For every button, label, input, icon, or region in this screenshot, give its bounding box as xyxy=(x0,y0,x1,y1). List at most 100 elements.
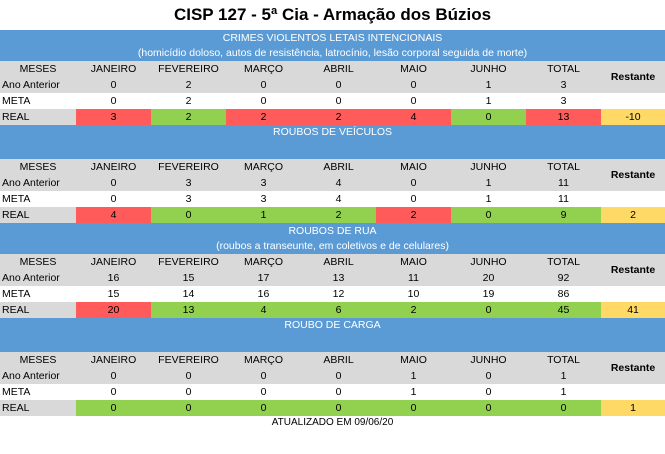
meta-value: 0 xyxy=(376,93,451,109)
section-subheading: (roubos a transeunte, em coletivos e de … xyxy=(0,238,665,254)
real-value: 2 xyxy=(376,302,451,318)
month-header: MAIO xyxy=(376,254,451,270)
meta-value: 10 xyxy=(376,286,451,302)
meta-value: 0 xyxy=(76,384,151,400)
real-value: 0 xyxy=(301,400,376,416)
ano-anterior-value: 0 xyxy=(301,368,376,384)
meta-value: 3 xyxy=(151,191,226,207)
section-heading: ROUBOS DE VEÍCULOS xyxy=(0,125,665,159)
restante-value: 41 xyxy=(601,302,665,318)
section-heading: ROUBOS DE RUA xyxy=(0,223,665,238)
real-row: REAL 0 0 0 0 0 0 0 1 xyxy=(0,400,665,416)
meta-value: 0 xyxy=(151,384,226,400)
meta-value: 1 xyxy=(451,191,526,207)
meta-value: 0 xyxy=(76,191,151,207)
real-value: 9 xyxy=(526,207,601,223)
meta-value: 15 xyxy=(76,286,151,302)
row-label: META xyxy=(0,191,76,207)
ano-anterior-value: 3 xyxy=(226,175,301,191)
meta-value: 12 xyxy=(301,286,376,302)
ano-anterior-value: 20 xyxy=(451,270,526,286)
ano-anterior-value: 0 xyxy=(226,368,301,384)
meses-header: MESES xyxy=(0,61,76,77)
ano-anterior-value: 0 xyxy=(151,368,226,384)
meta-value: 1 xyxy=(451,93,526,109)
real-value: 0 xyxy=(451,207,526,223)
ano-anterior-value: 1 xyxy=(451,77,526,93)
real-value: 4 xyxy=(226,302,301,318)
section-subheading: (homicídio doloso, autos de resistência,… xyxy=(0,45,665,61)
meta-value: 19 xyxy=(451,286,526,302)
section-heading-row: ROUBOS DE RUA xyxy=(0,223,665,238)
real-value: 0 xyxy=(76,400,151,416)
month-header: JANEIRO xyxy=(76,254,151,270)
real-row: REAL 4 0 1 2 2 0 9 2 xyxy=(0,207,665,223)
meta-value: 0 xyxy=(76,93,151,109)
month-header: MAIO xyxy=(376,352,451,368)
real-value: 2 xyxy=(151,109,226,125)
month-header: JANEIRO xyxy=(76,352,151,368)
meta-value: 0 xyxy=(301,384,376,400)
ano-anterior-value: 17 xyxy=(226,270,301,286)
section-heading: ROUBO DE CARGA xyxy=(0,318,665,352)
month-header: JUNHO xyxy=(451,159,526,175)
ano-anterior-value: 13 xyxy=(301,270,376,286)
real-value: 6 xyxy=(301,302,376,318)
ano-anterior-value: 11 xyxy=(376,270,451,286)
row-label: REAL xyxy=(0,109,76,125)
row-label: REAL xyxy=(0,207,76,223)
total-header: TOTAL xyxy=(526,254,601,270)
row-label: Ano Anterior xyxy=(0,368,76,384)
row-label: META xyxy=(0,93,76,109)
real-value: 0 xyxy=(451,400,526,416)
month-header: FEVEREIRO xyxy=(151,159,226,175)
month-header: FEVEREIRO xyxy=(151,352,226,368)
real-row: REAL 20 13 4 6 2 0 45 41 xyxy=(0,302,665,318)
real-value: 0 xyxy=(451,109,526,125)
ano-anterior-value: 11 xyxy=(526,175,601,191)
meta-value: 0 xyxy=(226,384,301,400)
month-header: MARÇO xyxy=(226,352,301,368)
ano-anterior-value: 1 xyxy=(376,368,451,384)
month-header: ABRIL xyxy=(301,254,376,270)
meta-value: 0 xyxy=(376,191,451,207)
ano-anterior-value: 0 xyxy=(451,368,526,384)
total-header: TOTAL xyxy=(526,352,601,368)
row-label: Ano Anterior xyxy=(0,175,76,191)
month-header: MARÇO xyxy=(226,254,301,270)
month-header: MAIO xyxy=(376,61,451,77)
month-header: FEVEREIRO xyxy=(151,254,226,270)
real-value: 4 xyxy=(376,109,451,125)
real-value: 0 xyxy=(451,302,526,318)
indicators-table: CRIMES VIOLENTOS LETAIS INTENCIONAIS (hom… xyxy=(0,30,665,416)
month-header: JANEIRO xyxy=(76,61,151,77)
restante-value: 1 xyxy=(601,400,665,416)
ano-anterior-value: 0 xyxy=(226,77,301,93)
row-label: Ano Anterior xyxy=(0,270,76,286)
meta-value: 2 xyxy=(151,93,226,109)
section-heading-row: ROUBO DE CARGA xyxy=(0,318,665,352)
months-header-row: MESES JANEIRO FEVEREIRO MARÇO ABRIL MAIO JUNHO… xyxy=(0,159,665,191)
month-header: MARÇO xyxy=(226,61,301,77)
meta-value: 11 xyxy=(526,191,601,207)
month-header: JUNHO xyxy=(451,61,526,77)
ano-anterior-row: Ano Anterior 0 2 0 0 0 1 3 xyxy=(0,77,665,93)
real-value: 0 xyxy=(526,400,601,416)
ano-anterior-value: 0 xyxy=(76,175,151,191)
update-note: ATUALIZADO EM 09/06/20 xyxy=(271,417,394,428)
meses-header: MESES xyxy=(0,352,76,368)
ano-anterior-value: 1 xyxy=(526,368,601,384)
ano-anterior-value: 2 xyxy=(151,77,226,93)
meta-value: 1 xyxy=(526,384,601,400)
month-header: JANEIRO xyxy=(76,159,151,175)
restante-header: Restante xyxy=(601,61,665,93)
meta-row: META 0 3 3 4 0 1 11 xyxy=(0,191,665,207)
meta-row: META 0 0 0 0 1 0 1 xyxy=(0,384,665,400)
meta-value: 86 xyxy=(526,286,601,302)
row-label: META xyxy=(0,286,76,302)
restante-blank xyxy=(601,191,665,207)
restante-blank xyxy=(601,286,665,302)
ano-anterior-value: 0 xyxy=(376,175,451,191)
ano-anterior-value: 3 xyxy=(526,77,601,93)
months-header-row: MESES JANEIRO FEVEREIRO MARÇO ABRIL MAIO JUNHO… xyxy=(0,352,665,384)
